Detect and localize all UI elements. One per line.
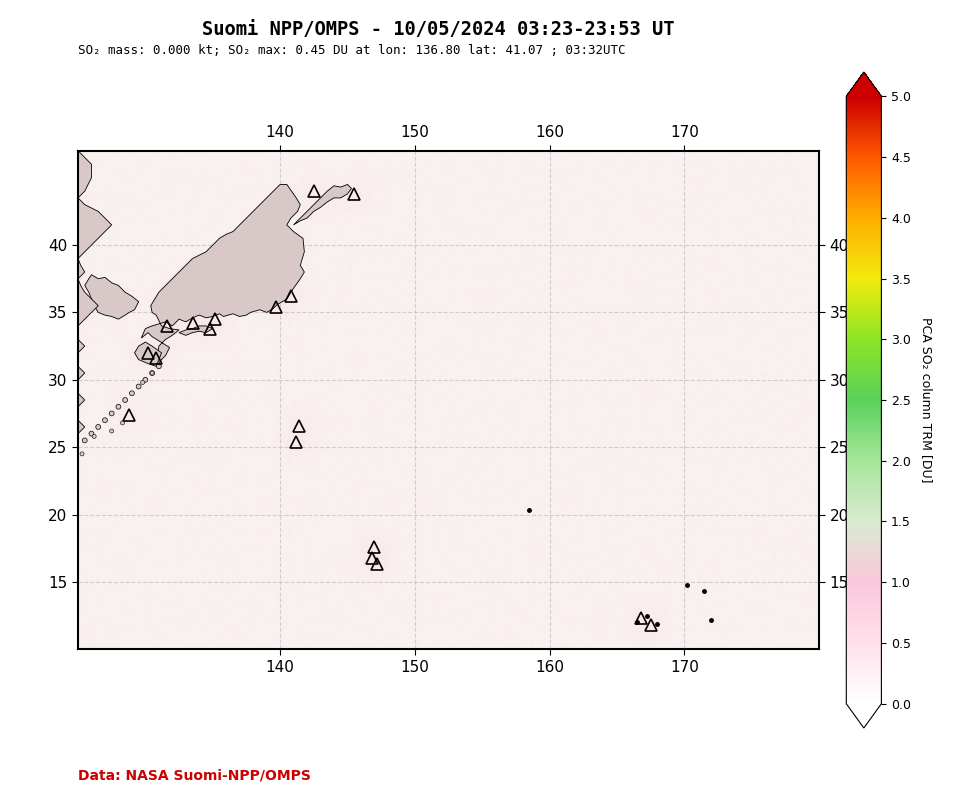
Circle shape <box>123 398 128 402</box>
PathPatch shape <box>846 704 881 728</box>
Circle shape <box>140 381 144 385</box>
Circle shape <box>82 438 87 443</box>
Y-axis label: PCA SO₂ column TRM [DU]: PCA SO₂ column TRM [DU] <box>920 318 933 482</box>
PathPatch shape <box>846 72 881 96</box>
Polygon shape <box>293 185 352 225</box>
Circle shape <box>96 425 100 430</box>
Circle shape <box>93 434 97 438</box>
Circle shape <box>102 418 107 422</box>
Polygon shape <box>135 342 162 366</box>
Circle shape <box>150 370 154 375</box>
Circle shape <box>109 411 114 416</box>
Circle shape <box>80 452 84 456</box>
Circle shape <box>89 431 94 436</box>
Circle shape <box>130 391 135 396</box>
Circle shape <box>143 378 148 382</box>
Circle shape <box>150 371 154 375</box>
Text: Suomi NPP/OMPS - 10/05/2024 03:23-23:53 UT: Suomi NPP/OMPS - 10/05/2024 03:23-23:53 … <box>203 20 675 39</box>
Text: Data: NASA Suomi-NPP/OMPS: Data: NASA Suomi-NPP/OMPS <box>78 768 311 782</box>
Circle shape <box>116 404 121 409</box>
Circle shape <box>109 429 114 433</box>
Circle shape <box>156 364 161 369</box>
Polygon shape <box>141 185 304 365</box>
Polygon shape <box>78 150 112 650</box>
Text: SO₂ mass: 0.000 kt; SO₂ max: 0.45 DU at lon: 136.80 lat: 41.07 ; 03:32UTC: SO₂ mass: 0.000 kt; SO₂ max: 0.45 DU at … <box>78 44 626 57</box>
Circle shape <box>136 384 141 389</box>
Polygon shape <box>85 274 138 319</box>
Circle shape <box>121 421 125 425</box>
Polygon shape <box>179 326 213 335</box>
